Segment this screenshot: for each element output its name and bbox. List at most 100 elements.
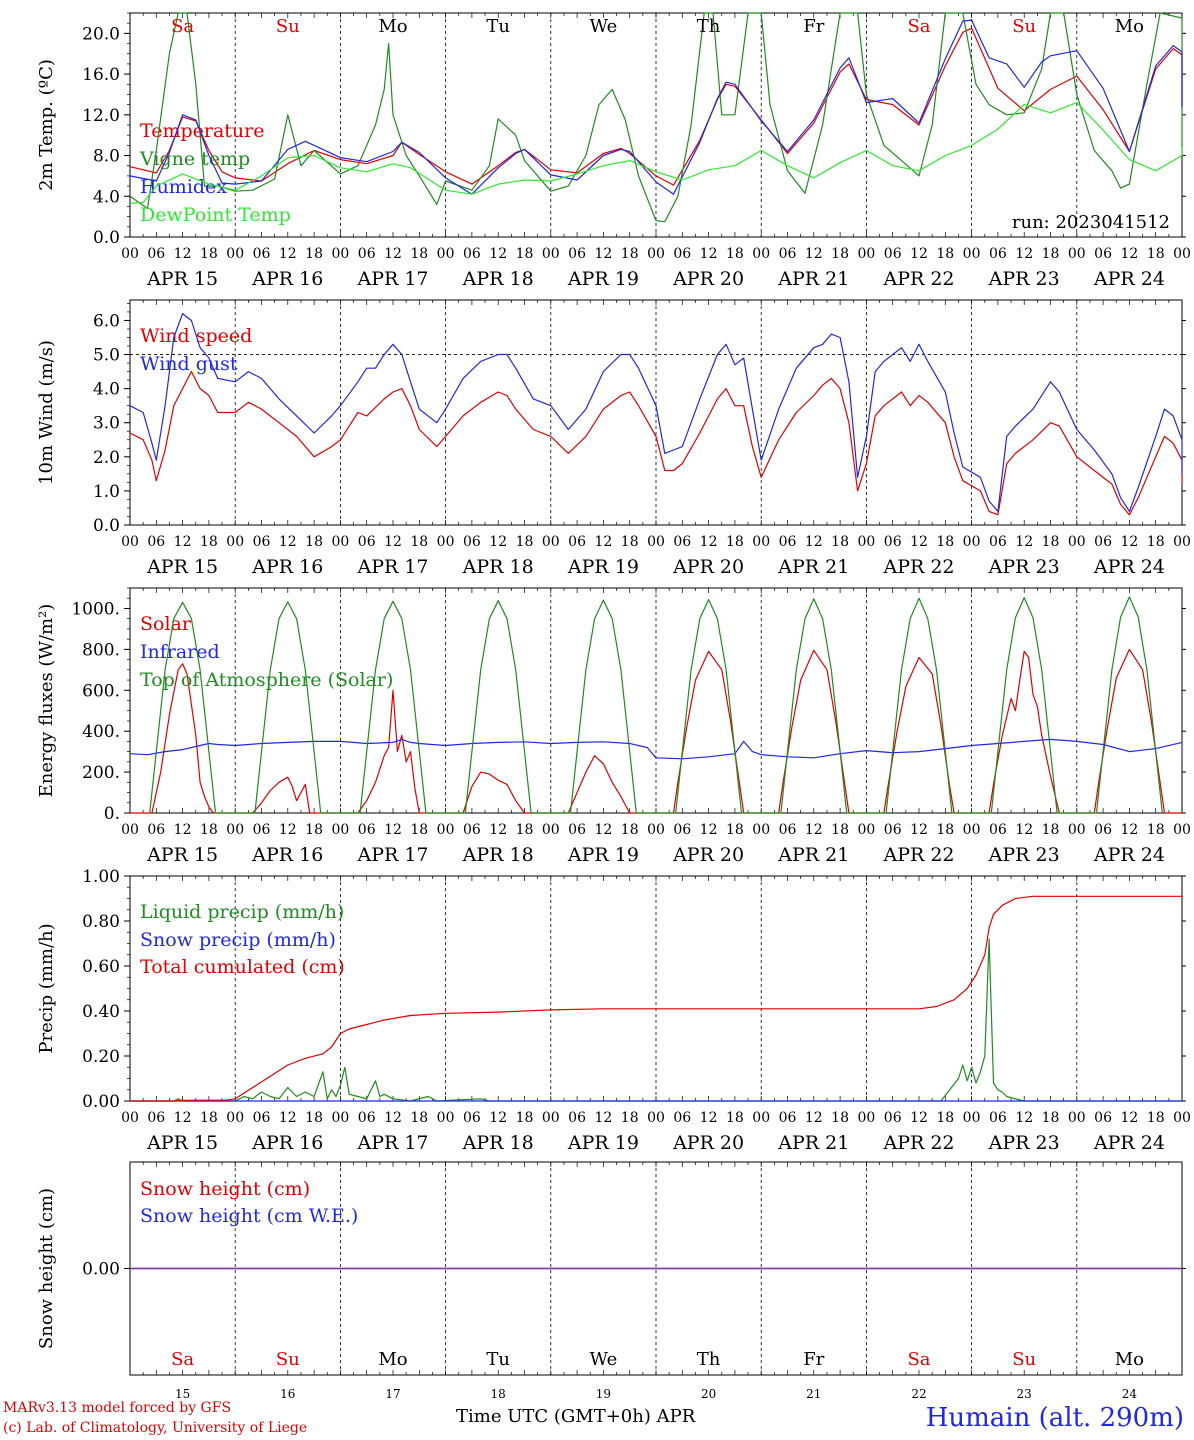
x-date-label: APR 17 bbox=[356, 268, 428, 290]
x-hour-label: 12 bbox=[910, 534, 928, 550]
x-date-label: APR 16 bbox=[251, 844, 323, 866]
series-line-blue bbox=[129, 738, 1183, 760]
x-date-label: APR 21 bbox=[777, 844, 849, 866]
x-hour-label: 18 bbox=[936, 1110, 954, 1126]
weekday-label: Su bbox=[276, 1349, 300, 1370]
x-hour-label: 18 bbox=[621, 822, 639, 838]
series-line-blue bbox=[129, 313, 1183, 512]
x-date-label: APR 17 bbox=[356, 1132, 428, 1154]
x-date-label: APR 20 bbox=[672, 268, 744, 290]
x-hour-label: 12 bbox=[279, 822, 297, 838]
station-name: Humain (alt. 290m) bbox=[925, 1403, 1184, 1433]
x-hour-label: 00 bbox=[121, 534, 139, 550]
x-hour-label: 18 bbox=[410, 822, 428, 838]
y-tick-label: 1000. bbox=[71, 599, 120, 619]
panel-energy: 0. 200. 400. 600. 800. 1000. Energy fluxes (W/… bbox=[36, 587, 1191, 866]
x-hour-label: 00 bbox=[542, 534, 560, 550]
y-tick-label: 2.0 bbox=[93, 448, 120, 468]
x-hour-label: 00 bbox=[647, 822, 665, 838]
x-hour-label: 18 bbox=[621, 1110, 639, 1126]
x-date-label: APR 17 bbox=[356, 556, 428, 578]
x-hour-label: 06 bbox=[1094, 534, 1112, 550]
x-hour-label: 12 bbox=[910, 822, 928, 838]
x-date-label: APR 15 bbox=[146, 268, 218, 290]
x-hour-label: 18 bbox=[305, 534, 323, 550]
x-hour-label: 00 bbox=[331, 1110, 349, 1126]
x-hour-label: 00 bbox=[963, 246, 981, 262]
x-date-label: APR 24 bbox=[1093, 268, 1165, 290]
x-hour-label: 00 bbox=[752, 822, 770, 838]
weekday-label: Th bbox=[697, 16, 721, 37]
weekday-label: We bbox=[590, 16, 618, 37]
x-hour-label: 12 bbox=[174, 822, 192, 838]
y-tick-label: 0.00 bbox=[82, 1092, 120, 1112]
x-hour-label: 12 bbox=[384, 246, 402, 262]
series-line-light_green bbox=[129, 101, 1183, 204]
x-hour-label: 00 bbox=[121, 822, 139, 838]
x-hour-label: 18 bbox=[726, 246, 744, 262]
x-hour-label: 00 bbox=[963, 822, 981, 838]
y-tick-label: 4.0 bbox=[93, 380, 120, 400]
x-hour-label: 00 bbox=[1068, 534, 1086, 550]
x-hour-label: 18 bbox=[516, 246, 534, 262]
x-hour-label: 18 bbox=[200, 246, 218, 262]
x-hour-label: 06 bbox=[253, 1110, 271, 1126]
x-hour-label: 18 bbox=[726, 822, 744, 838]
x-hour-label: 06 bbox=[147, 1110, 165, 1126]
x-hour-label: 18 bbox=[621, 246, 639, 262]
panel-wind: 0.0 1.0 2.0 3.0 4.0 5.0 6.0 10m Wind (m/s) Wind … bbox=[36, 299, 1191, 578]
x-hour-label: 00 bbox=[647, 246, 665, 262]
x-hour-label: 06 bbox=[253, 822, 271, 838]
x-date-label: APR 24 bbox=[1093, 1132, 1165, 1154]
legend-label: Total cumulated (cm) bbox=[140, 956, 345, 978]
x-hour-label: 06 bbox=[358, 246, 376, 262]
x-hour-label: 18 bbox=[410, 534, 428, 550]
x-date-label: APR 23 bbox=[988, 268, 1060, 290]
x-hour-label: 18 bbox=[200, 1110, 218, 1126]
x-hour-label: 18 bbox=[1042, 1110, 1060, 1126]
x-hour-label: 00 bbox=[1173, 822, 1191, 838]
legend-label: Temperature bbox=[140, 120, 264, 142]
x-date-label: APR 16 bbox=[251, 1132, 323, 1154]
x-hour-label: 12 bbox=[805, 534, 823, 550]
x-hour-label: 12 bbox=[1015, 1110, 1033, 1126]
x-date-label: APR 20 bbox=[672, 556, 744, 578]
series-line-red bbox=[129, 371, 1183, 516]
x-hour-label: 06 bbox=[568, 1110, 586, 1126]
x-hour-label: 18 bbox=[1147, 1110, 1165, 1126]
x-hour-label: 12 bbox=[174, 246, 192, 262]
x-hour-label: 00 bbox=[437, 534, 455, 550]
y-tick-label: 12.0 bbox=[82, 106, 120, 126]
x-hour-label: 12 bbox=[594, 534, 612, 550]
x-hour-label: 12 bbox=[1015, 246, 1033, 262]
legend-label: Humidex bbox=[140, 176, 227, 198]
x-hour-label: 06 bbox=[779, 822, 797, 838]
weekday-label: Su bbox=[276, 16, 300, 37]
x-hour-label: 12 bbox=[384, 822, 402, 838]
x-hour-label: 00 bbox=[647, 534, 665, 550]
x-hour-label: 00 bbox=[752, 534, 770, 550]
x-hour-label: 18 bbox=[936, 246, 954, 262]
x-axis-time-label: Time UTC (GMT+0h) bbox=[456, 1406, 651, 1427]
x-date-label: APR 21 bbox=[777, 268, 849, 290]
x-hour-label: 00 bbox=[857, 822, 875, 838]
weekday-label: Tu bbox=[486, 16, 510, 37]
x-day-number: 15 bbox=[175, 1387, 190, 1401]
x-date-label: APR 15 bbox=[146, 556, 218, 578]
x-date-label: APR 24 bbox=[1093, 844, 1165, 866]
x-day-number: 18 bbox=[491, 1387, 506, 1401]
y-tick-label: 3.0 bbox=[93, 414, 120, 434]
x-hour-label: 12 bbox=[1120, 822, 1138, 838]
x-day-number: 22 bbox=[911, 1387, 926, 1401]
x-hour-label: 06 bbox=[884, 1110, 902, 1126]
x-hour-label: 06 bbox=[989, 1110, 1007, 1126]
x-hour-label: 06 bbox=[673, 534, 691, 550]
x-hour-label: 18 bbox=[305, 1110, 323, 1126]
panel-precip: 0.00 0.20 0.40 0.60 0.80 1.00 Precip (mm/h) Liq… bbox=[36, 867, 1191, 1154]
x-hour-label: 06 bbox=[884, 246, 902, 262]
legend-label: Top of Atmosphere (Solar) bbox=[140, 669, 393, 691]
panel-snow: 0.00 Snow height (cm) Snow height (cm) Snow… bbox=[36, 1161, 1186, 1401]
weekday-label: Fr bbox=[803, 16, 824, 37]
x-hour-label: 00 bbox=[857, 1110, 875, 1126]
x-hour-label: 18 bbox=[516, 534, 534, 550]
